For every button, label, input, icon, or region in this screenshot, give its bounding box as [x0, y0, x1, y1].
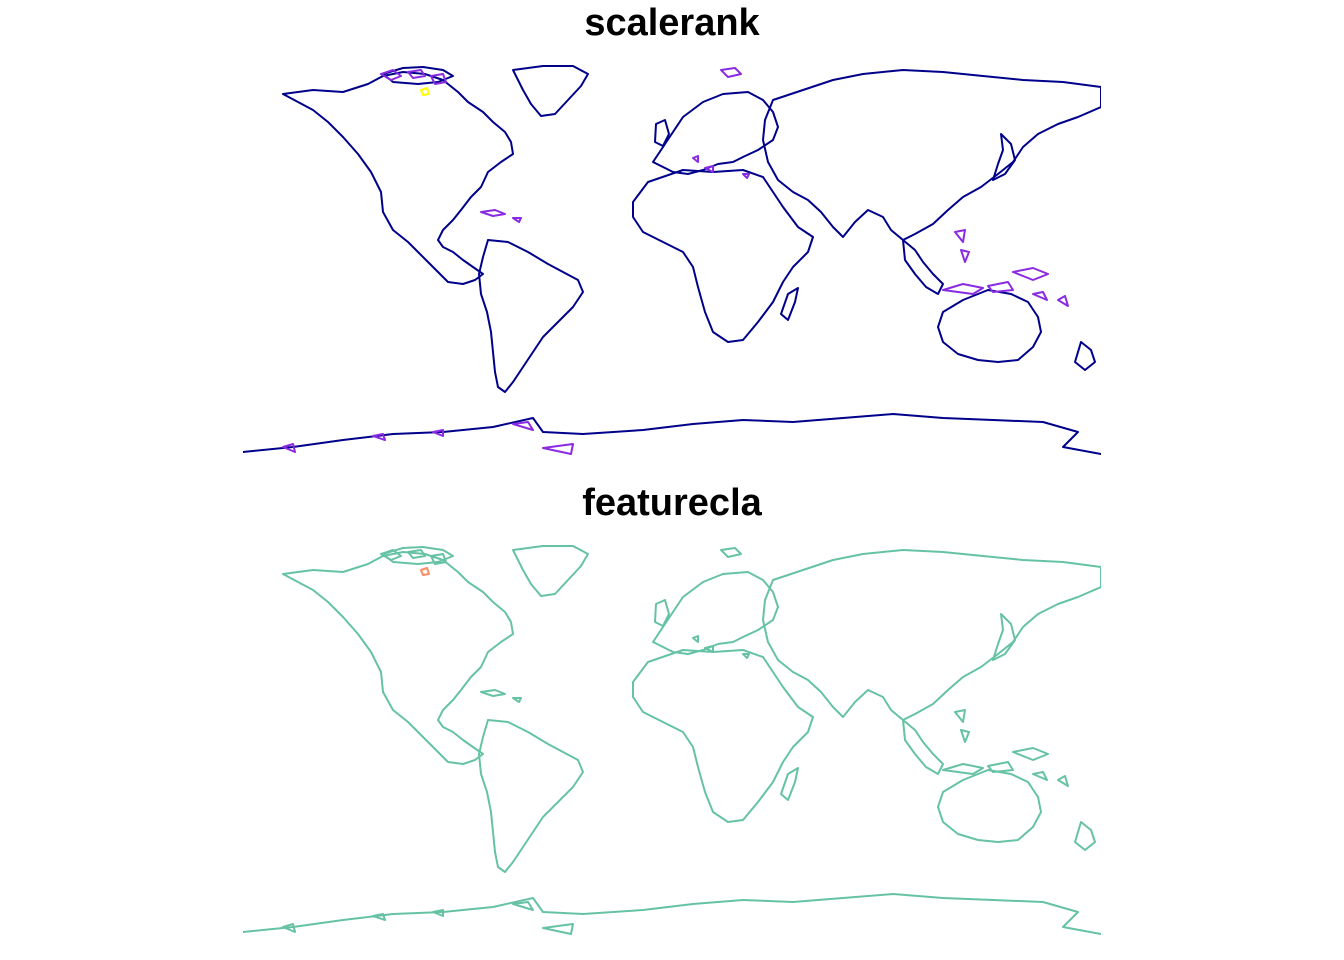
- europe-coastline: [652, 91, 779, 175]
- panel-title-featurecla: featurecla: [582, 482, 762, 524]
- arctic-islands-coastline: [382, 546, 454, 565]
- caribbean-islands: [480, 689, 522, 703]
- japan-coastline: [992, 133, 1016, 181]
- asia-coastline: [762, 549, 1101, 721]
- southeast-asia-coastline: [902, 719, 944, 775]
- japan-coastline: [992, 613, 1016, 661]
- svalbard-coastline: [720, 547, 742, 558]
- indonesia-islands: [942, 229, 1049, 295]
- world-map-scalerank: [243, 65, 1101, 455]
- new-zealand-coastline: [1074, 821, 1096, 851]
- australia-coastline: [937, 769, 1042, 843]
- mediterranean-islands: [692, 155, 750, 179]
- europe-coastline: [652, 571, 779, 655]
- arctic-islands-coastline: [382, 66, 454, 85]
- canadian-archipelago-islands: [380, 69, 447, 85]
- antarctic-islands: [282, 421, 574, 455]
- hudson-bay-highlight: [420, 87, 430, 96]
- uk-coastline: [654, 119, 670, 147]
- uk-coastline: [654, 599, 670, 627]
- africa-coastline: [632, 649, 814, 823]
- caribbean-islands: [480, 209, 522, 223]
- antarctica-coastline: [243, 893, 1101, 935]
- world-map-featurecla: [243, 545, 1101, 935]
- south-america-coastline: [478, 719, 584, 873]
- svalbard-coastline: [720, 67, 742, 78]
- panel-title-scalerank: scalerank: [584, 2, 760, 44]
- north-america-coastline: [282, 551, 514, 765]
- antarctic-islands: [282, 901, 574, 935]
- greenland-coastline: [512, 65, 589, 117]
- antarctica-coastline: [243, 413, 1101, 455]
- africa-coastline: [632, 169, 814, 343]
- south-america-coastline: [478, 239, 584, 393]
- north-america-coastline: [282, 71, 514, 285]
- indonesia-islands: [942, 709, 1049, 775]
- madagascar-coastline: [780, 767, 799, 801]
- mediterranean-islands: [692, 635, 750, 659]
- southeast-asia-coastline: [902, 239, 944, 295]
- hudson-bay-highlight: [420, 567, 430, 576]
- madagascar-coastline: [780, 287, 799, 321]
- pacific-islands: [1032, 771, 1069, 787]
- asia-coastline: [762, 69, 1101, 241]
- canadian-archipelago-islands: [380, 549, 447, 565]
- greenland-coastline: [512, 545, 589, 597]
- pacific-islands: [1032, 291, 1069, 307]
- new-zealand-coastline: [1074, 341, 1096, 371]
- australia-coastline: [937, 289, 1042, 363]
